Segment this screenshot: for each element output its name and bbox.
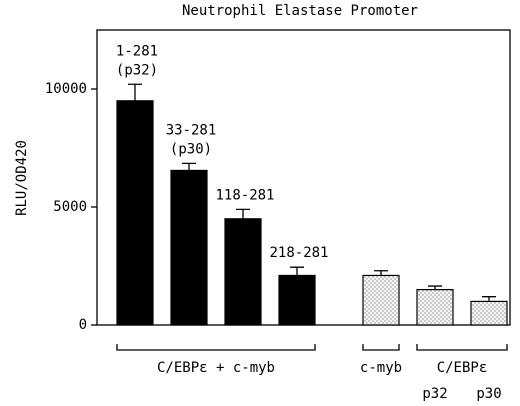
y-axis-label: RLU/OD420 [14,140,30,216]
bar-label: (p32) [116,62,158,78]
y-tick-label: 0 [79,317,87,333]
bar [278,274,316,326]
error-bar [182,162,196,171]
bar [470,300,508,326]
group-label: c-myb [360,360,402,376]
chart-title: Neutrophil Elastase Promoter [182,3,418,19]
group-bracket [416,344,508,351]
x-tick-label: p30 [476,386,501,402]
error-bar [482,296,496,302]
bar-label: 218-281 [269,245,328,261]
bar [116,100,154,326]
error-bar [290,266,304,276]
x-tick-label: p32 [422,386,447,402]
y-tick-label: 10000 [45,81,87,97]
group-label: C/EBPε + c-myb [157,360,275,376]
error-bar [428,285,442,290]
bar [416,289,454,326]
group-bracket [362,344,400,351]
group-bracket [116,344,316,351]
bar-label: 1-281 [116,43,158,59]
bar [362,274,400,326]
group-label: C/EBPε [437,360,488,376]
error-bar [236,208,250,219]
bar-label: 33-281 [166,122,217,138]
bar [224,218,262,326]
bar [170,169,208,326]
bar-label: (p30) [170,141,212,157]
error-bar [128,83,142,101]
y-tick-label: 5000 [53,199,87,215]
bar-label: 118-281 [215,187,274,203]
error-bar [374,270,388,276]
